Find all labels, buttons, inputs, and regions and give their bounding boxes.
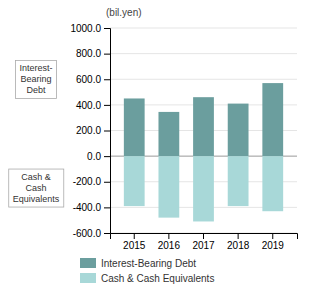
x-tick: 2019 [262, 233, 285, 251]
x-tick: 2016 [158, 233, 181, 251]
x-tick-mark [203, 233, 204, 239]
y-tick-mark [104, 105, 110, 106]
y-tick: -200.0 [73, 176, 110, 187]
y-tick-label: -600.0 [73, 228, 102, 239]
bar [193, 97, 214, 156]
y-tick-label: 800.0 [76, 48, 101, 59]
annotation: Cash &CashEquivalents [9, 169, 64, 207]
y-tick: 600.0 [76, 74, 110, 85]
y-tick: 1000.0 [70, 23, 110, 34]
legend-swatch [80, 258, 96, 268]
grid-line [110, 79, 297, 80]
bar [193, 156, 214, 221]
bars [124, 83, 283, 221]
y-tick-label: 1000.0 [70, 23, 101, 34]
legend: Interest-Bearing Debt Cash & Cash Equival… [80, 258, 214, 284]
legend-swatch [80, 273, 96, 283]
y-tick-mark [104, 79, 110, 80]
x-tick-label: 2015 [123, 240, 146, 251]
x-tick-mark [238, 233, 239, 239]
x-tick-mark [134, 233, 135, 239]
legend-label: Cash & Cash Equivalents [101, 273, 214, 284]
grid-line [110, 28, 297, 29]
bar [228, 156, 249, 206]
y-tick-mark [104, 28, 110, 29]
chart: -600.0 -400.0 -200.0 0.0 200.0 400.0 600.0 800.… [0, 0, 309, 295]
annotation: Interest-BearingDebt [15, 60, 56, 98]
x-axis: 2015 2016 2017 2018 2019 [111, 233, 298, 251]
y-tick-mark [104, 156, 110, 157]
y-tick-mark [104, 207, 110, 208]
y-tick-label: 0.0 [87, 151, 101, 162]
annotation-box [9, 169, 64, 207]
legend-item: Cash & Cash Equivalents [80, 273, 214, 284]
bar [124, 98, 145, 156]
legend-item: Interest-Bearing Debt [80, 258, 196, 269]
y-tick-label: -200.0 [73, 176, 102, 187]
y-tick: 800.0 [76, 48, 110, 59]
x-tick-mark [168, 233, 169, 239]
plot: -600.0 -400.0 -200.0 0.0 200.0 400.0 600.0 800.… [70, 23, 297, 251]
bar [228, 104, 249, 157]
y-tick-mark [104, 182, 110, 183]
y-tick: -400.0 [73, 202, 110, 213]
y-tick-label: 600.0 [76, 74, 101, 85]
y-tick-mark [104, 233, 110, 234]
y-axis-line [104, 29, 111, 234]
x-axis-line [111, 234, 298, 240]
x-tick-mark [272, 233, 273, 239]
x-tick-label: 2017 [192, 240, 215, 251]
y-axis: -600.0 -400.0 -200.0 0.0 200.0 400.0 600.0 800.… [70, 23, 110, 239]
x-tick: 2018 [227, 233, 250, 251]
y-tick: 400.0 [76, 100, 110, 111]
x-tick-label: 2018 [227, 240, 250, 251]
y-tick: 0.0 [87, 151, 110, 162]
y-tick: -600.0 [73, 228, 110, 239]
x-tick-label: 2019 [262, 240, 285, 251]
bar [158, 112, 179, 156]
bar [262, 156, 283, 211]
x-tick: 2015 [123, 233, 146, 251]
bar [158, 156, 179, 218]
bar [124, 156, 145, 206]
legend-label: Interest-Bearing Debt [101, 258, 196, 269]
annotation-text: Interest-BearingDebt [19, 63, 52, 95]
y-tick-label: 400.0 [76, 100, 101, 111]
y-tick: 200.0 [76, 125, 110, 136]
x-tick: 2017 [192, 233, 215, 251]
grid-line [110, 53, 297, 54]
annotation-text: Cash &CashEquivalents [13, 172, 60, 204]
bar [262, 83, 283, 156]
grid [110, 28, 297, 233]
y-tick-label: -400.0 [73, 202, 102, 213]
y-tick-mark [104, 54, 110, 55]
annotation-box [15, 60, 56, 98]
y-tick-mark [104, 131, 110, 132]
y-tick-label: 200.0 [76, 125, 101, 136]
y-axis-label: (bil.yen) [106, 7, 142, 18]
x-tick-label: 2016 [158, 240, 181, 251]
